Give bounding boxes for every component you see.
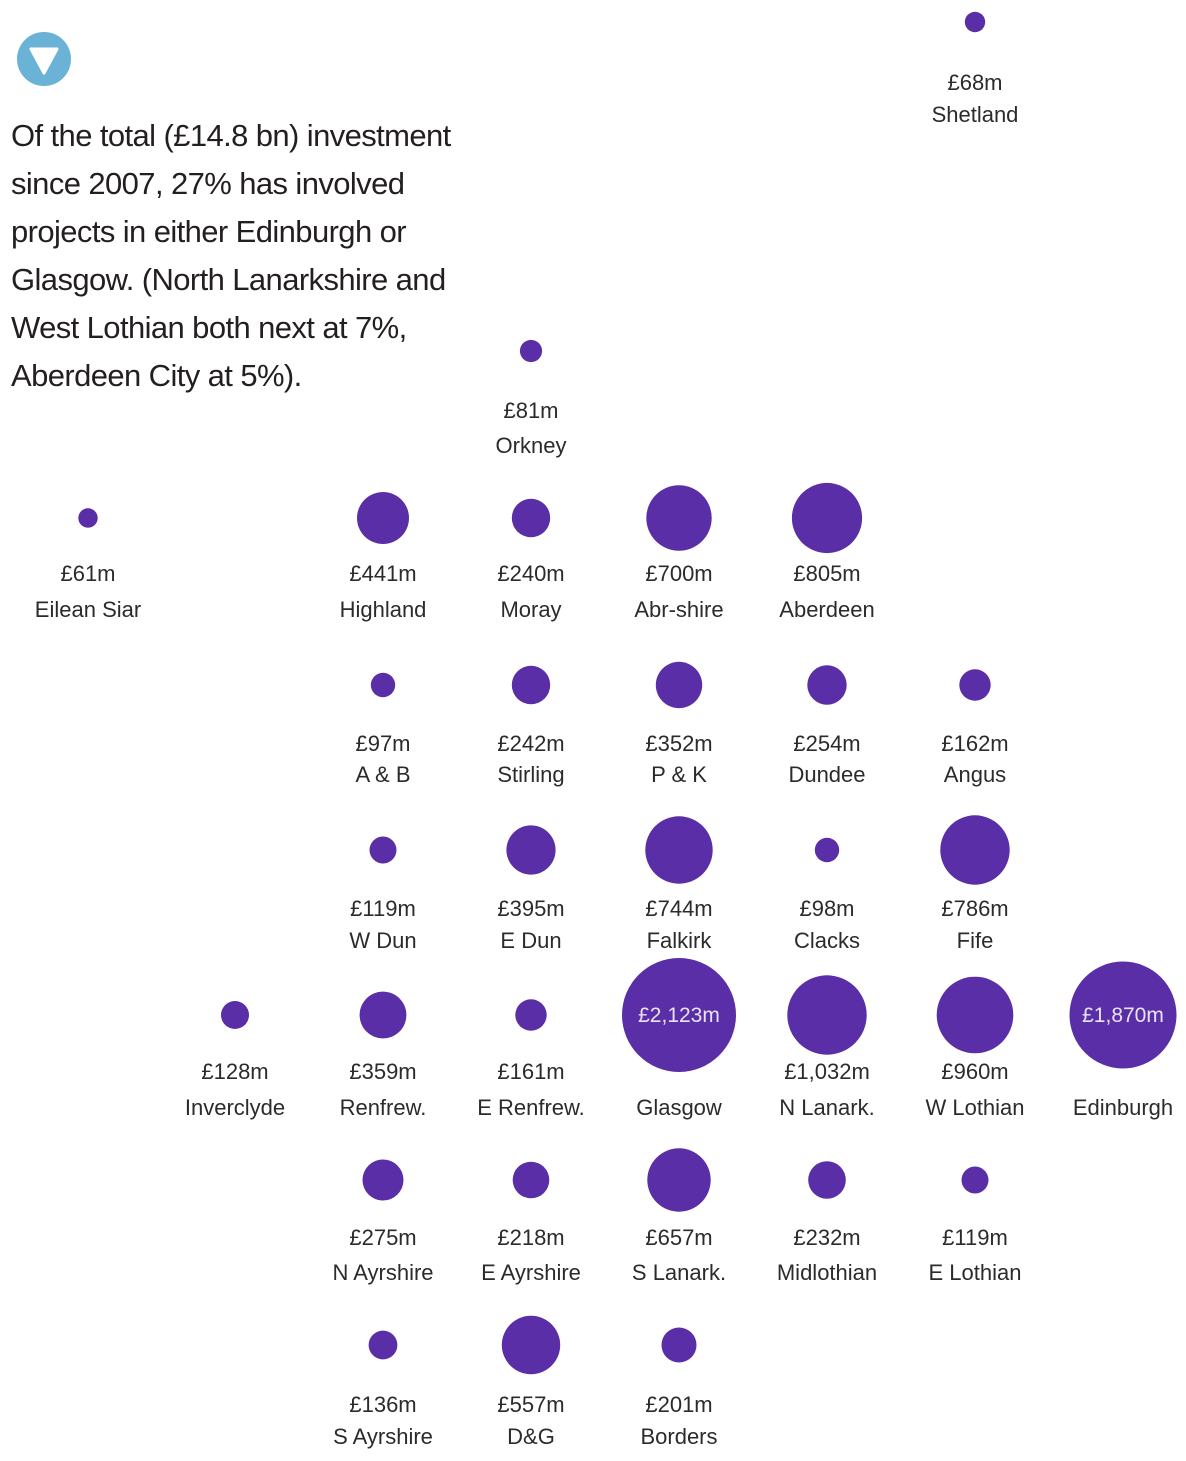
value-label-aberdeen: £805m (793, 561, 860, 586)
value-label-s-ayrshire: £136m (349, 1392, 416, 1417)
region-label-a-and-b: A & B (355, 762, 410, 787)
value-label-w-dun: £119m (350, 896, 416, 921)
bubble-fife (940, 815, 1010, 885)
region-label-highland: Highland (340, 597, 427, 622)
bubble-a-and-b (370, 672, 396, 698)
value-label-midlothian: £232m (793, 1225, 860, 1250)
value-label-orkney: £81m (503, 398, 558, 423)
value-label-clacks: £98m (799, 896, 854, 921)
value-label-eilean-siar: £61m (60, 561, 115, 586)
value-label-highland: £441m (349, 561, 416, 586)
region-label-renfrew: Renfrew. (340, 1095, 427, 1120)
region-label-moray: Moray (500, 597, 561, 622)
region-label-eilean-siar: Eilean Siar (35, 597, 141, 622)
value-label-a-and-b: £97m (355, 731, 410, 756)
bubble-abr-shire (646, 485, 712, 551)
bubble-midlothian (808, 1161, 846, 1199)
value-label-w-lothian: £960m (941, 1059, 1008, 1084)
region-label-abr-shire: Abr-shire (634, 597, 723, 622)
bubble-e-renfrew (515, 999, 547, 1031)
bubble-s-lanark (647, 1148, 711, 1212)
bubble-shetland (964, 11, 986, 33)
bubble-dundee (807, 665, 847, 705)
bubble-s-ayrshire (368, 1330, 398, 1360)
bubble-w-dun (369, 836, 397, 864)
bubble-highland (357, 492, 409, 544)
region-label-n-lanark: N Lanark. (779, 1095, 874, 1120)
bubble-p-and-k (655, 661, 703, 709)
bubble-w-lothian (936, 976, 1014, 1054)
region-label-clacks: Clacks (794, 928, 860, 953)
region-label-e-dun: E Dun (500, 928, 561, 953)
value-label-dundee: £254m (793, 731, 860, 756)
region-label-p-and-k: P & K (651, 762, 707, 787)
value-label-inverclyde: £128m (201, 1059, 268, 1084)
value-label-fife: £786m (941, 896, 1008, 921)
region-label-e-lothian: E Lothian (929, 1260, 1022, 1285)
region-label-n-ayrshire: N Ayrshire (332, 1260, 433, 1285)
bubble-aberdeen (791, 482, 863, 554)
triangle-down-marker-icon (17, 32, 71, 86)
bubble-inverclyde (221, 1001, 249, 1029)
bubble-n-ayrshire (362, 1159, 404, 1201)
value-label-dandg: £557m (497, 1392, 564, 1417)
region-label-e-ayrshire: E Ayrshire (481, 1260, 581, 1285)
region-label-midlothian: Midlothian (777, 1260, 877, 1285)
bubble-eilean-siar (78, 508, 98, 528)
region-label-dandg: D&G (507, 1424, 555, 1449)
bubble-moray (511, 498, 551, 538)
bubble-stirling (511, 665, 551, 705)
region-label-fife: Fife (957, 928, 994, 953)
region-label-inverclyde: Inverclyde (185, 1095, 285, 1120)
value-label-falkirk: £744m (645, 896, 712, 921)
bubble-dandg (501, 1315, 561, 1375)
value-label-moray: £240m (497, 561, 564, 586)
region-label-glasgow: Glasgow (636, 1095, 722, 1120)
intro-text: Of the total (£14.8 bn) investment since… (11, 118, 451, 393)
value-label-renfrew: £359m (349, 1059, 416, 1084)
region-label-dundee: Dundee (788, 762, 865, 787)
bubble-e-ayrshire (512, 1161, 550, 1199)
region-label-edinburgh: Edinburgh (1073, 1095, 1173, 1120)
region-label-orkney: Orkney (496, 433, 567, 458)
bubble-borders (661, 1327, 697, 1363)
value-label-abr-shire: £700m (645, 561, 712, 586)
value-label-n-lanark: £1,032m (784, 1059, 870, 1084)
bubble-angus (959, 669, 991, 701)
value-label-shetland: £68m (947, 70, 1002, 95)
region-label-angus: Angus (944, 762, 1006, 787)
region-label-shetland: Shetland (932, 102, 1019, 127)
region-label-falkirk: Falkirk (647, 928, 713, 953)
region-label-e-renfrew: E Renfrew. (477, 1095, 585, 1120)
bubble-orkney (519, 339, 543, 363)
bubble-renfrew (359, 991, 407, 1039)
bubble-e-dun (506, 825, 556, 875)
bubble-glasgow (622, 958, 736, 1072)
region-label-stirling: Stirling (497, 762, 564, 787)
bubble-edinburgh (1069, 961, 1177, 1069)
region-label-w-lothian: W Lothian (925, 1095, 1024, 1120)
value-label-glasgow: £2,123m (638, 1004, 720, 1027)
value-label-e-dun: £395m (497, 896, 564, 921)
value-label-p-and-k: £352m (645, 731, 712, 756)
value-label-e-renfrew: £161m (497, 1059, 564, 1084)
bubble-clacks (814, 837, 840, 863)
bubble-n-lanark (787, 975, 867, 1055)
value-label-edinburgh: £1,870m (1082, 1004, 1164, 1027)
region-label-w-dun: W Dun (349, 928, 416, 953)
value-label-s-lanark: £657m (645, 1225, 712, 1250)
bubble-falkirk (645, 816, 713, 884)
value-label-e-ayrshire: £218m (497, 1225, 564, 1250)
value-label-e-lothian: £119m (942, 1225, 1008, 1250)
value-label-n-ayrshire: £275m (349, 1225, 416, 1250)
region-label-s-ayrshire: S Ayrshire (333, 1424, 433, 1449)
region-label-borders: Borders (640, 1424, 717, 1449)
value-label-angus: £162m (941, 731, 1008, 756)
value-label-borders: £201m (645, 1392, 712, 1417)
region-label-aberdeen: Aberdeen (779, 597, 874, 622)
bubble-e-lothian (961, 1166, 989, 1194)
region-label-s-lanark: S Lanark. (632, 1260, 726, 1285)
value-label-stirling: £242m (497, 731, 564, 756)
